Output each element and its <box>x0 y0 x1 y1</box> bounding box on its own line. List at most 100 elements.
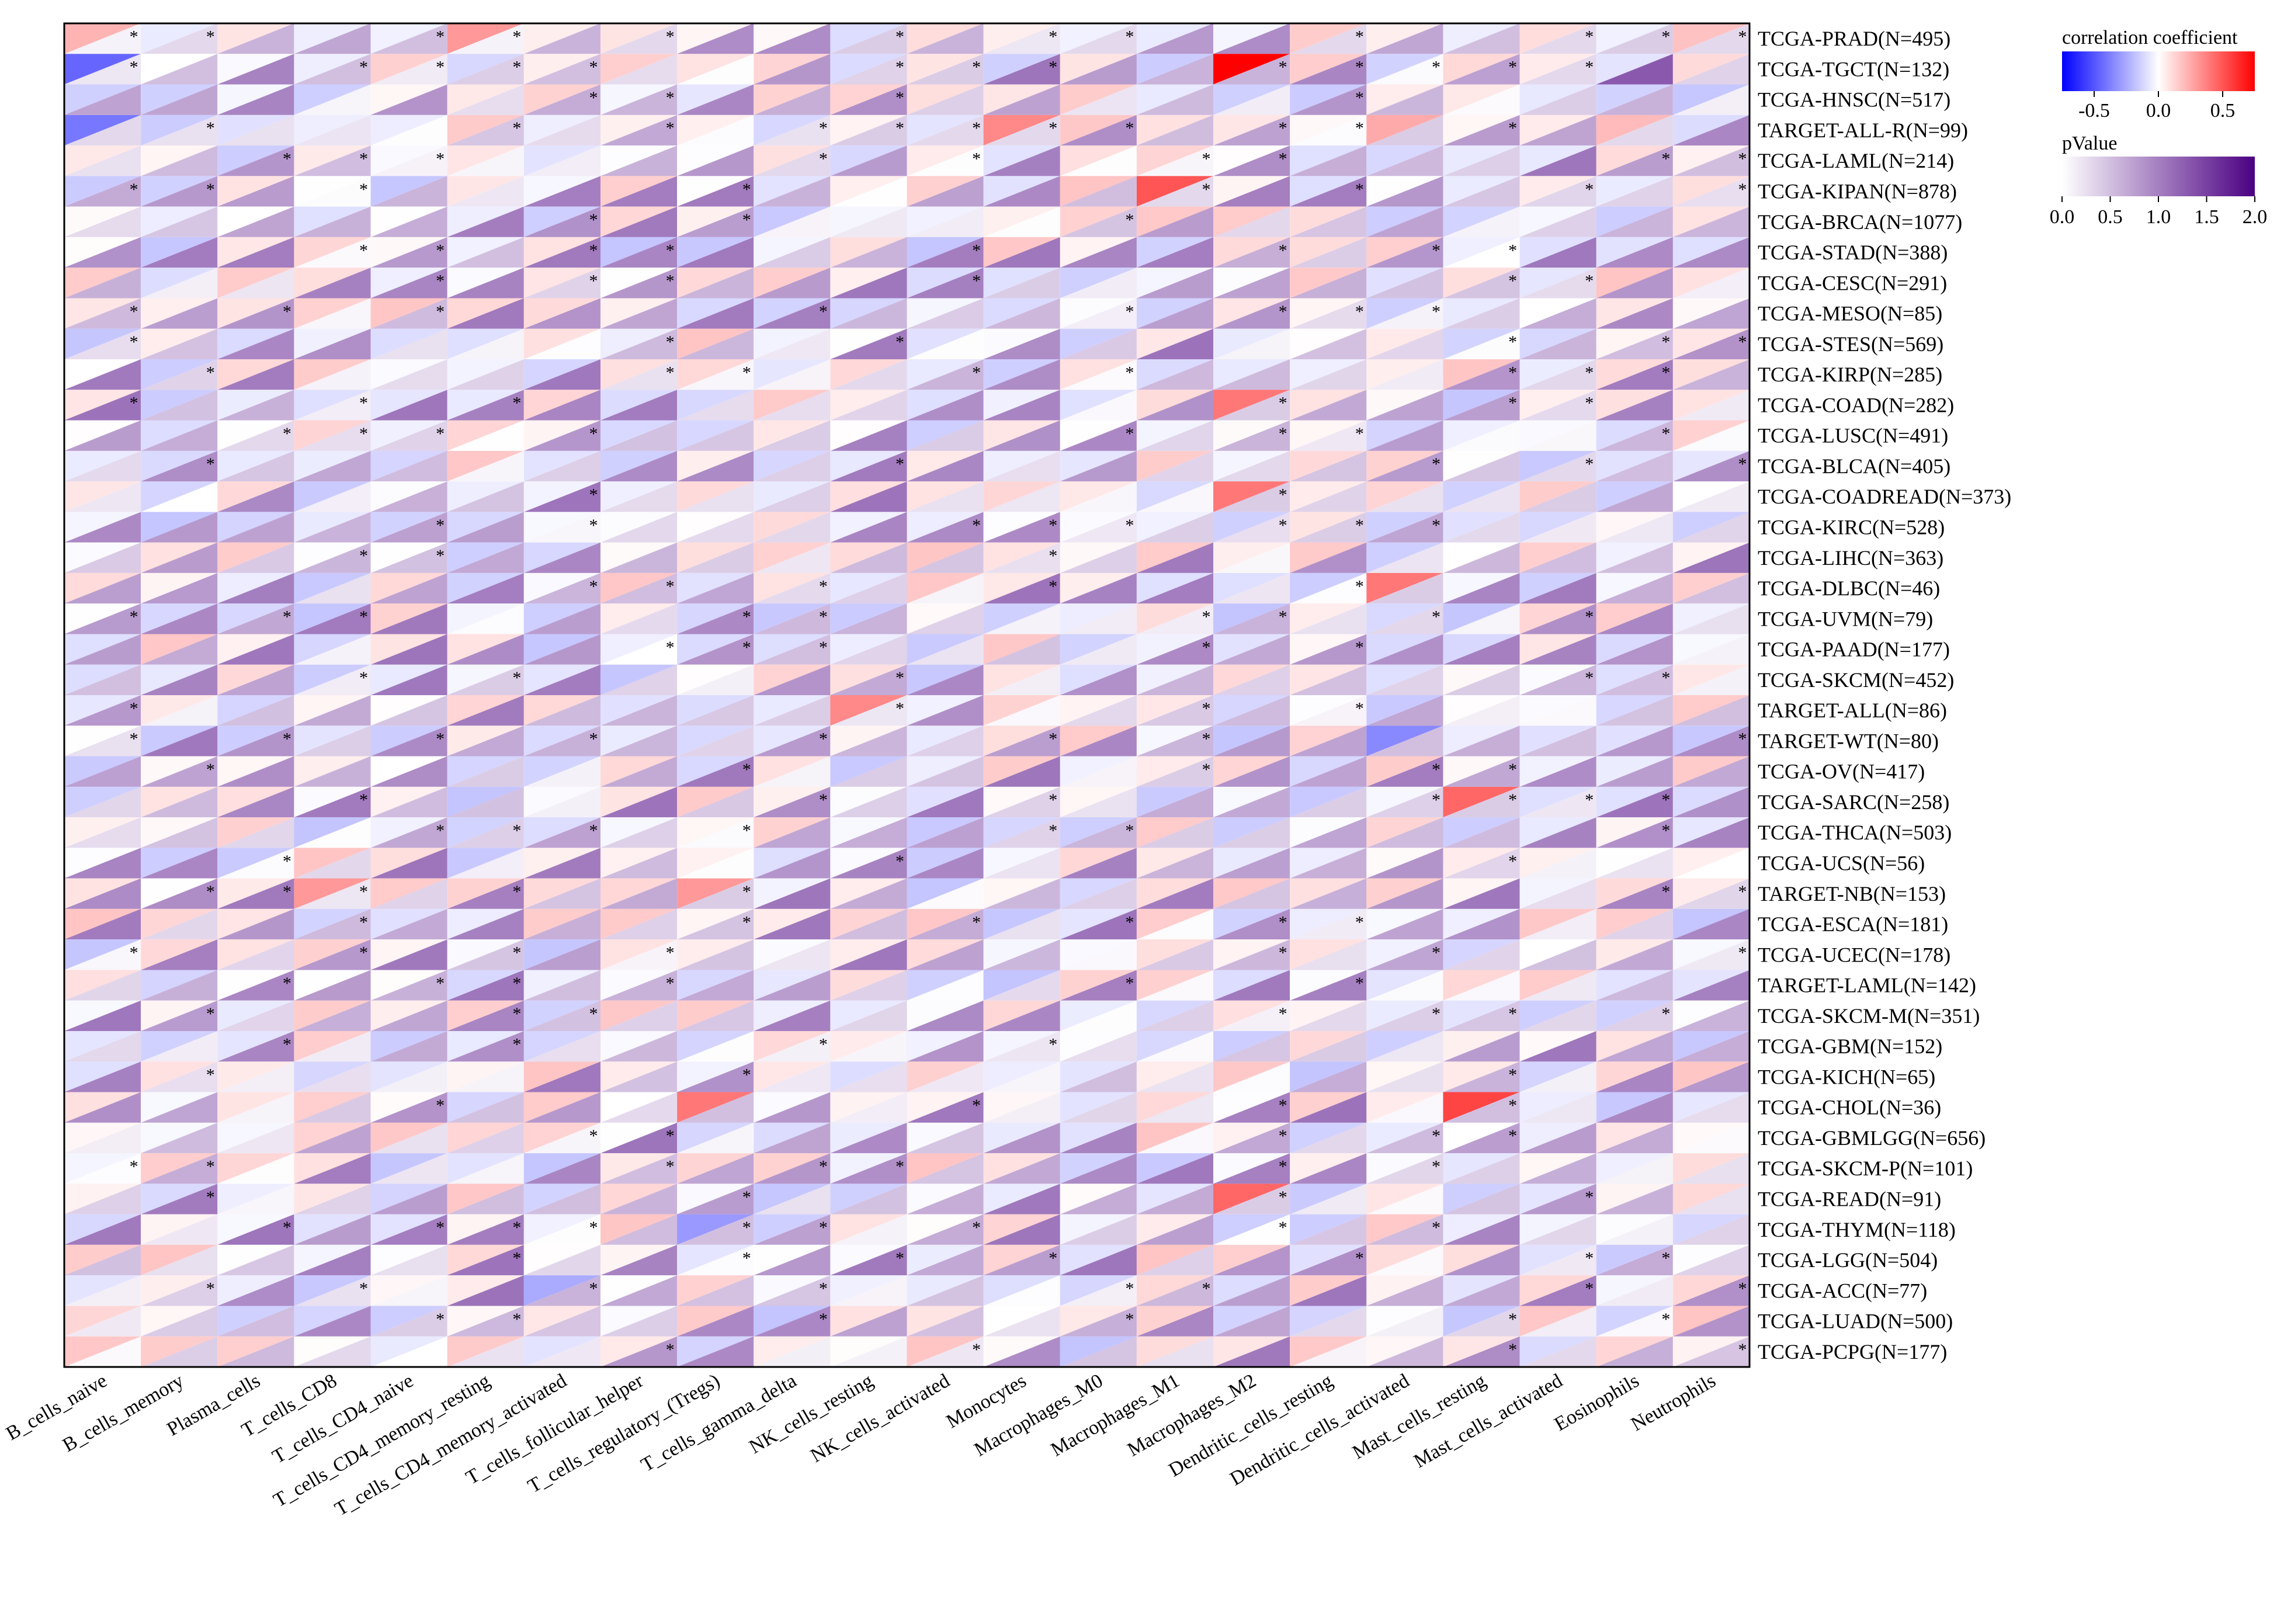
heatmap-cell <box>1213 176 1290 207</box>
cell-correlation-triangle <box>64 54 141 85</box>
cell-pvalue-triangle <box>447 817 524 848</box>
cell-pvalue-triangle <box>447 756 524 787</box>
heatmap-cell: * <box>677 1184 754 1214</box>
heatmap-cell: * <box>1290 908 1367 940</box>
cell-pvalue-triangle <box>217 1031 294 1062</box>
cell-correlation-triangle <box>523 237 601 268</box>
cell-correlation-triangle <box>754 634 831 665</box>
cell-pvalue-triangle <box>370 786 447 818</box>
cell-correlation-triangle <box>294 786 371 818</box>
cell-pvalue-triangle <box>1672 1122 1750 1154</box>
row-label: TARGET-NB(N=153) <box>1758 882 1946 905</box>
cell-correlation-triangle <box>1213 572 1290 604</box>
cell-correlation-triangle <box>64 939 141 970</box>
heatmap-cell <box>370 603 447 634</box>
heatmap-cell: * <box>64 298 141 329</box>
cell-pvalue-triangle <box>1136 542 1214 573</box>
heatmap-cell: * <box>1060 1275 1137 1306</box>
heatmap-cell <box>1519 572 1596 604</box>
heatmap-cell <box>1443 512 1520 543</box>
cell-pvalue-triangle <box>600 786 678 818</box>
cell-pvalue-triangle <box>983 878 1060 909</box>
heatmap-cell <box>1136 542 1214 573</box>
cell-correlation-triangle <box>600 572 678 604</box>
heatmap-cell <box>1672 695 1750 726</box>
cell-pvalue-triangle <box>1136 1092 1214 1123</box>
cell-pvalue-triangle <box>1136 23 1214 54</box>
cell-pvalue-triangle <box>370 420 447 451</box>
cell-correlation-triangle <box>64 420 141 451</box>
heatmap-cell: * <box>600 328 678 359</box>
cell-correlation-triangle <box>141 726 218 757</box>
cell-correlation-triangle <box>1290 145 1367 176</box>
heatmap-cell <box>983 359 1060 390</box>
heatmap-cell <box>1136 1336 1214 1367</box>
cell-pvalue-triangle <box>983 450 1060 482</box>
cell-pvalue-triangle <box>1519 481 1596 512</box>
significance-marker: * <box>1738 27 1747 46</box>
heatmap-cell: * <box>1519 23 1596 54</box>
cell-correlation-triangle <box>1672 939 1750 970</box>
cell-correlation-triangle <box>830 786 907 818</box>
cell-correlation-triangle <box>1213 848 1290 879</box>
cell-pvalue-triangle <box>523 23 601 54</box>
cell-correlation-triangle <box>1213 481 1290 512</box>
cell-correlation-triangle <box>523 1122 601 1154</box>
heatmap-cell <box>600 908 678 940</box>
cell-correlation-triangle <box>907 54 984 85</box>
significance-marker: * <box>819 638 828 657</box>
heatmap-cell <box>217 206 294 237</box>
heatmap-cell: * <box>1366 1153 1443 1184</box>
cell-pvalue-triangle <box>294 1000 371 1031</box>
heatmap-cell <box>1672 786 1750 818</box>
cell-pvalue-triangle <box>983 1275 1060 1306</box>
cell-pvalue-triangle <box>217 237 294 268</box>
cell-correlation-triangle <box>600 512 678 543</box>
cell-correlation-triangle <box>983 939 1060 970</box>
cell-pvalue-triangle <box>370 512 447 543</box>
cell-pvalue-triangle <box>141 298 218 329</box>
heatmap-cell <box>447 634 524 665</box>
cell-pvalue-triangle <box>754 481 831 512</box>
heatmap-cell <box>1672 390 1750 421</box>
heatmap-cell <box>754 1061 831 1092</box>
heatmap-cell: * <box>370 1306 447 1337</box>
significance-marker: * <box>1279 1188 1287 1207</box>
cell-pvalue-triangle <box>447 1092 524 1123</box>
heatmap-cell: * <box>141 450 218 482</box>
cell-pvalue-triangle <box>1519 1184 1596 1214</box>
heatmap-cell <box>1290 390 1367 421</box>
heatmap-cell <box>217 1061 294 1092</box>
cell-pvalue-triangle <box>370 848 447 879</box>
significance-marker: * <box>666 27 675 46</box>
cell-pvalue-triangle <box>1290 23 1367 54</box>
cell-pvalue-triangle <box>1596 1244 1673 1276</box>
heatmap-cell: * <box>1290 298 1367 329</box>
cell-pvalue-triangle <box>447 54 524 85</box>
heatmap-cell <box>1519 908 1596 940</box>
heatmap-cell <box>983 1000 1060 1031</box>
cell-correlation-triangle <box>983 359 1060 390</box>
heatmap-cell <box>294 572 371 604</box>
heatmap-cell: * <box>217 878 294 909</box>
cell-correlation-triangle <box>64 359 141 390</box>
heatmap-cell: * <box>1290 634 1367 665</box>
cell-pvalue-triangle <box>907 206 984 237</box>
cell-pvalue-triangle <box>754 206 831 237</box>
plot-border <box>63 22 1751 1368</box>
cell-correlation-triangle <box>907 481 984 512</box>
heatmap-cell <box>523 176 601 207</box>
cell-pvalue-triangle <box>983 542 1060 573</box>
heatmap-cell: * <box>1519 359 1596 390</box>
heatmap-cell: * <box>447 54 524 85</box>
significance-marker: * <box>972 1340 981 1359</box>
cell-pvalue-triangle <box>141 542 218 573</box>
heatmap-cell <box>294 84 371 115</box>
heatmap-cell <box>1596 542 1673 573</box>
cell-correlation-triangle <box>830 420 907 451</box>
cell-correlation-triangle <box>600 114 678 146</box>
heatmap-cell <box>983 1184 1060 1214</box>
cell-pvalue-triangle <box>600 1122 678 1154</box>
cell-correlation-triangle <box>1136 359 1214 390</box>
heatmap-cell <box>1136 817 1214 848</box>
